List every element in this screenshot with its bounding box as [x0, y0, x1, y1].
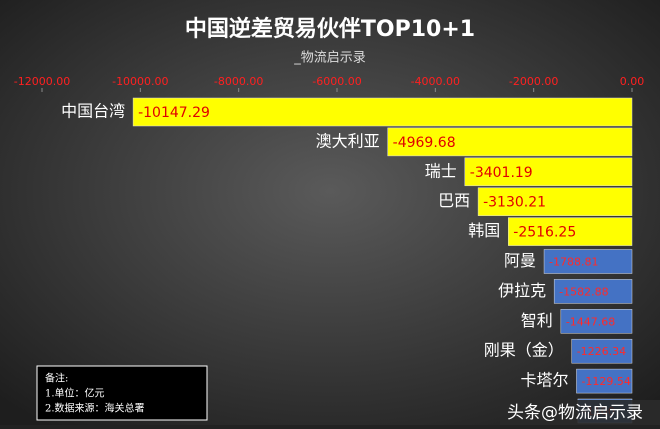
- bar: [543, 249, 633, 274]
- value-label: -1788.81: [549, 256, 598, 269]
- x-tick-label: -10000.00: [112, 75, 168, 88]
- note: 备注:: [45, 372, 68, 385]
- category-label: 中国台湾: [61, 102, 125, 121]
- note-box: [36, 365, 208, 421]
- value-label: -10147.29: [138, 105, 210, 121]
- category-label: 阿曼: [504, 251, 536, 270]
- bar: [387, 127, 633, 157]
- x-tick-label: -8000.00: [214, 75, 263, 88]
- value-label: -4969.68: [393, 135, 456, 151]
- value-label: -2516.25: [513, 225, 576, 241]
- value-label: -1226.34: [577, 345, 626, 358]
- watermark: 头条@物流启示录: [507, 403, 643, 423]
- category-label: 伊拉克: [498, 281, 546, 300]
- plot: -12000.00 -10000.00 -8000.00 -6000.00 -4000.…: [14, 75, 645, 424]
- watermark-backing: [500, 400, 660, 425]
- value-label: -1447.68: [566, 315, 615, 328]
- value-label: -1129.54: [581, 375, 630, 388]
- value-label: -3401.19: [470, 165, 533, 181]
- value-label: -1582.88: [559, 285, 608, 298]
- category-label: 智利: [521, 311, 553, 330]
- category-label: 韩国: [468, 221, 500, 240]
- category-label: 卡塔尔: [520, 371, 568, 390]
- bar: [560, 309, 633, 334]
- x-tick-label: -6000.00: [312, 75, 361, 88]
- x-tick-label: -4000.00: [411, 75, 460, 88]
- value-label: -3130.21: [483, 195, 546, 211]
- bar: [553, 279, 633, 304]
- category-label: 刚果（金）: [484, 341, 564, 360]
- bar: [576, 368, 633, 394]
- chart-title: 中国逆差贸易伙伴TOP10+1: [185, 16, 475, 42]
- bar: [464, 157, 633, 187]
- bar: [571, 338, 633, 364]
- x-tick-label: 0.00: [620, 75, 645, 88]
- chart-subtitle: _物流启示录: [293, 51, 366, 66]
- note: 2.数据来源：海关总署: [45, 402, 145, 415]
- x-tick-label: -12000.00: [14, 75, 70, 88]
- category-label: 巴西: [438, 191, 470, 210]
- x-tick-label: -2000.00: [509, 75, 558, 88]
- bar: [477, 187, 633, 216]
- category-label: 澳大利亚: [316, 131, 380, 150]
- category-label: 瑞士: [425, 161, 457, 180]
- bar: [508, 217, 633, 246]
- bar: [132, 97, 633, 127]
- note: 1.单位：亿元: [45, 387, 105, 400]
